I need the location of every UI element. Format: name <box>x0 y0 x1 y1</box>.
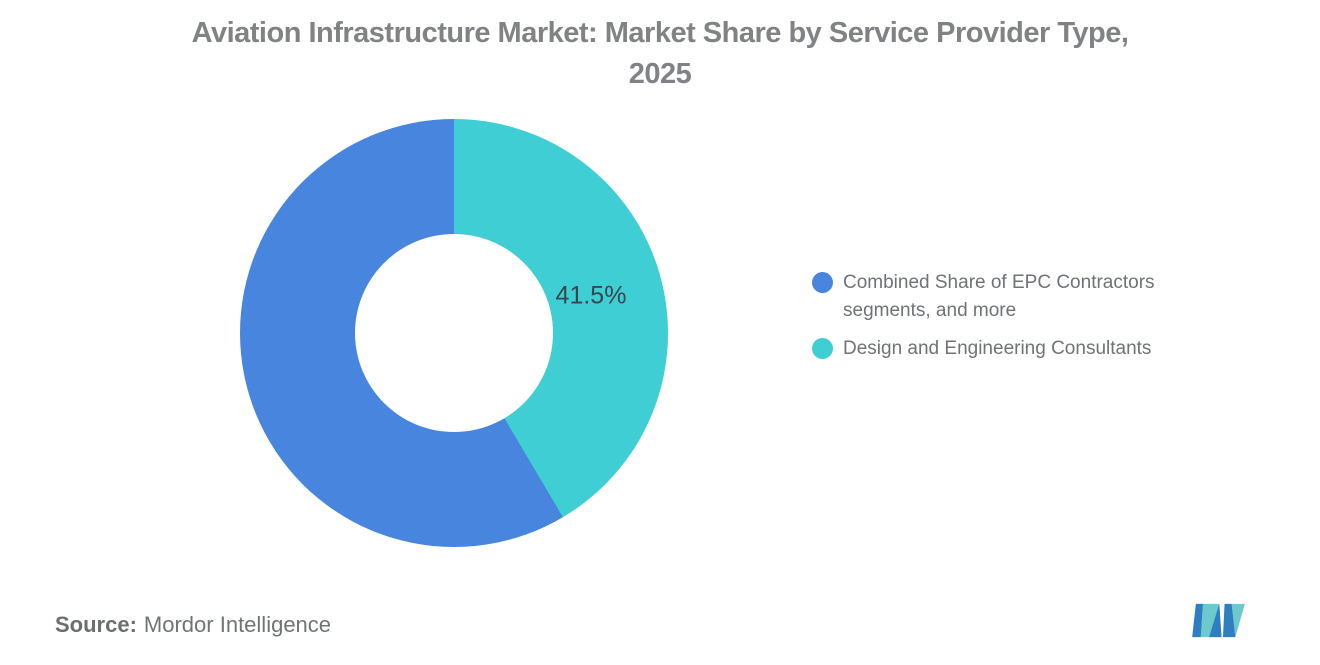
source-note: Source: Mordor Intelligence <box>55 612 331 638</box>
legend-swatch-teal <box>812 338 833 359</box>
logo-shape-blue-right <box>1222 603 1236 638</box>
donut-chart: 41.5% <box>240 119 668 547</box>
logo-shape-teal-right <box>1231 603 1245 638</box>
legend-swatch-blue <box>812 272 833 293</box>
mordor-intelligence-logo <box>1192 603 1245 638</box>
data-label-design-engineering: 41.5% <box>555 281 627 310</box>
source-text: Mordor Intelligence <box>143 612 332 637</box>
legend: Combined Share of EPC Contractors segmen… <box>812 269 1188 363</box>
source-label: Source: <box>55 612 137 637</box>
legend-item-epc-contractors: Combined Share of EPC Contractors segmen… <box>812 269 1188 325</box>
chart-title-line2: 2025 <box>628 58 692 90</box>
chart-title-line1: Aviation Infrastructure Market: Market S… <box>191 17 1129 49</box>
legend-item-design-engineering: Design and Engineering Consultants <box>812 335 1188 363</box>
donut-hole <box>355 234 553 432</box>
logo-shape-blue-diagonal <box>1209 603 1222 638</box>
legend-label: Combined Share of EPC Contractors segmen… <box>843 272 1155 321</box>
chart-title: Aviation Infrastructure Market: Market S… <box>0 13 1320 95</box>
logo-shape-blue-left <box>1192 603 1203 638</box>
legend-label: Design and Engineering Consultants <box>843 338 1152 359</box>
